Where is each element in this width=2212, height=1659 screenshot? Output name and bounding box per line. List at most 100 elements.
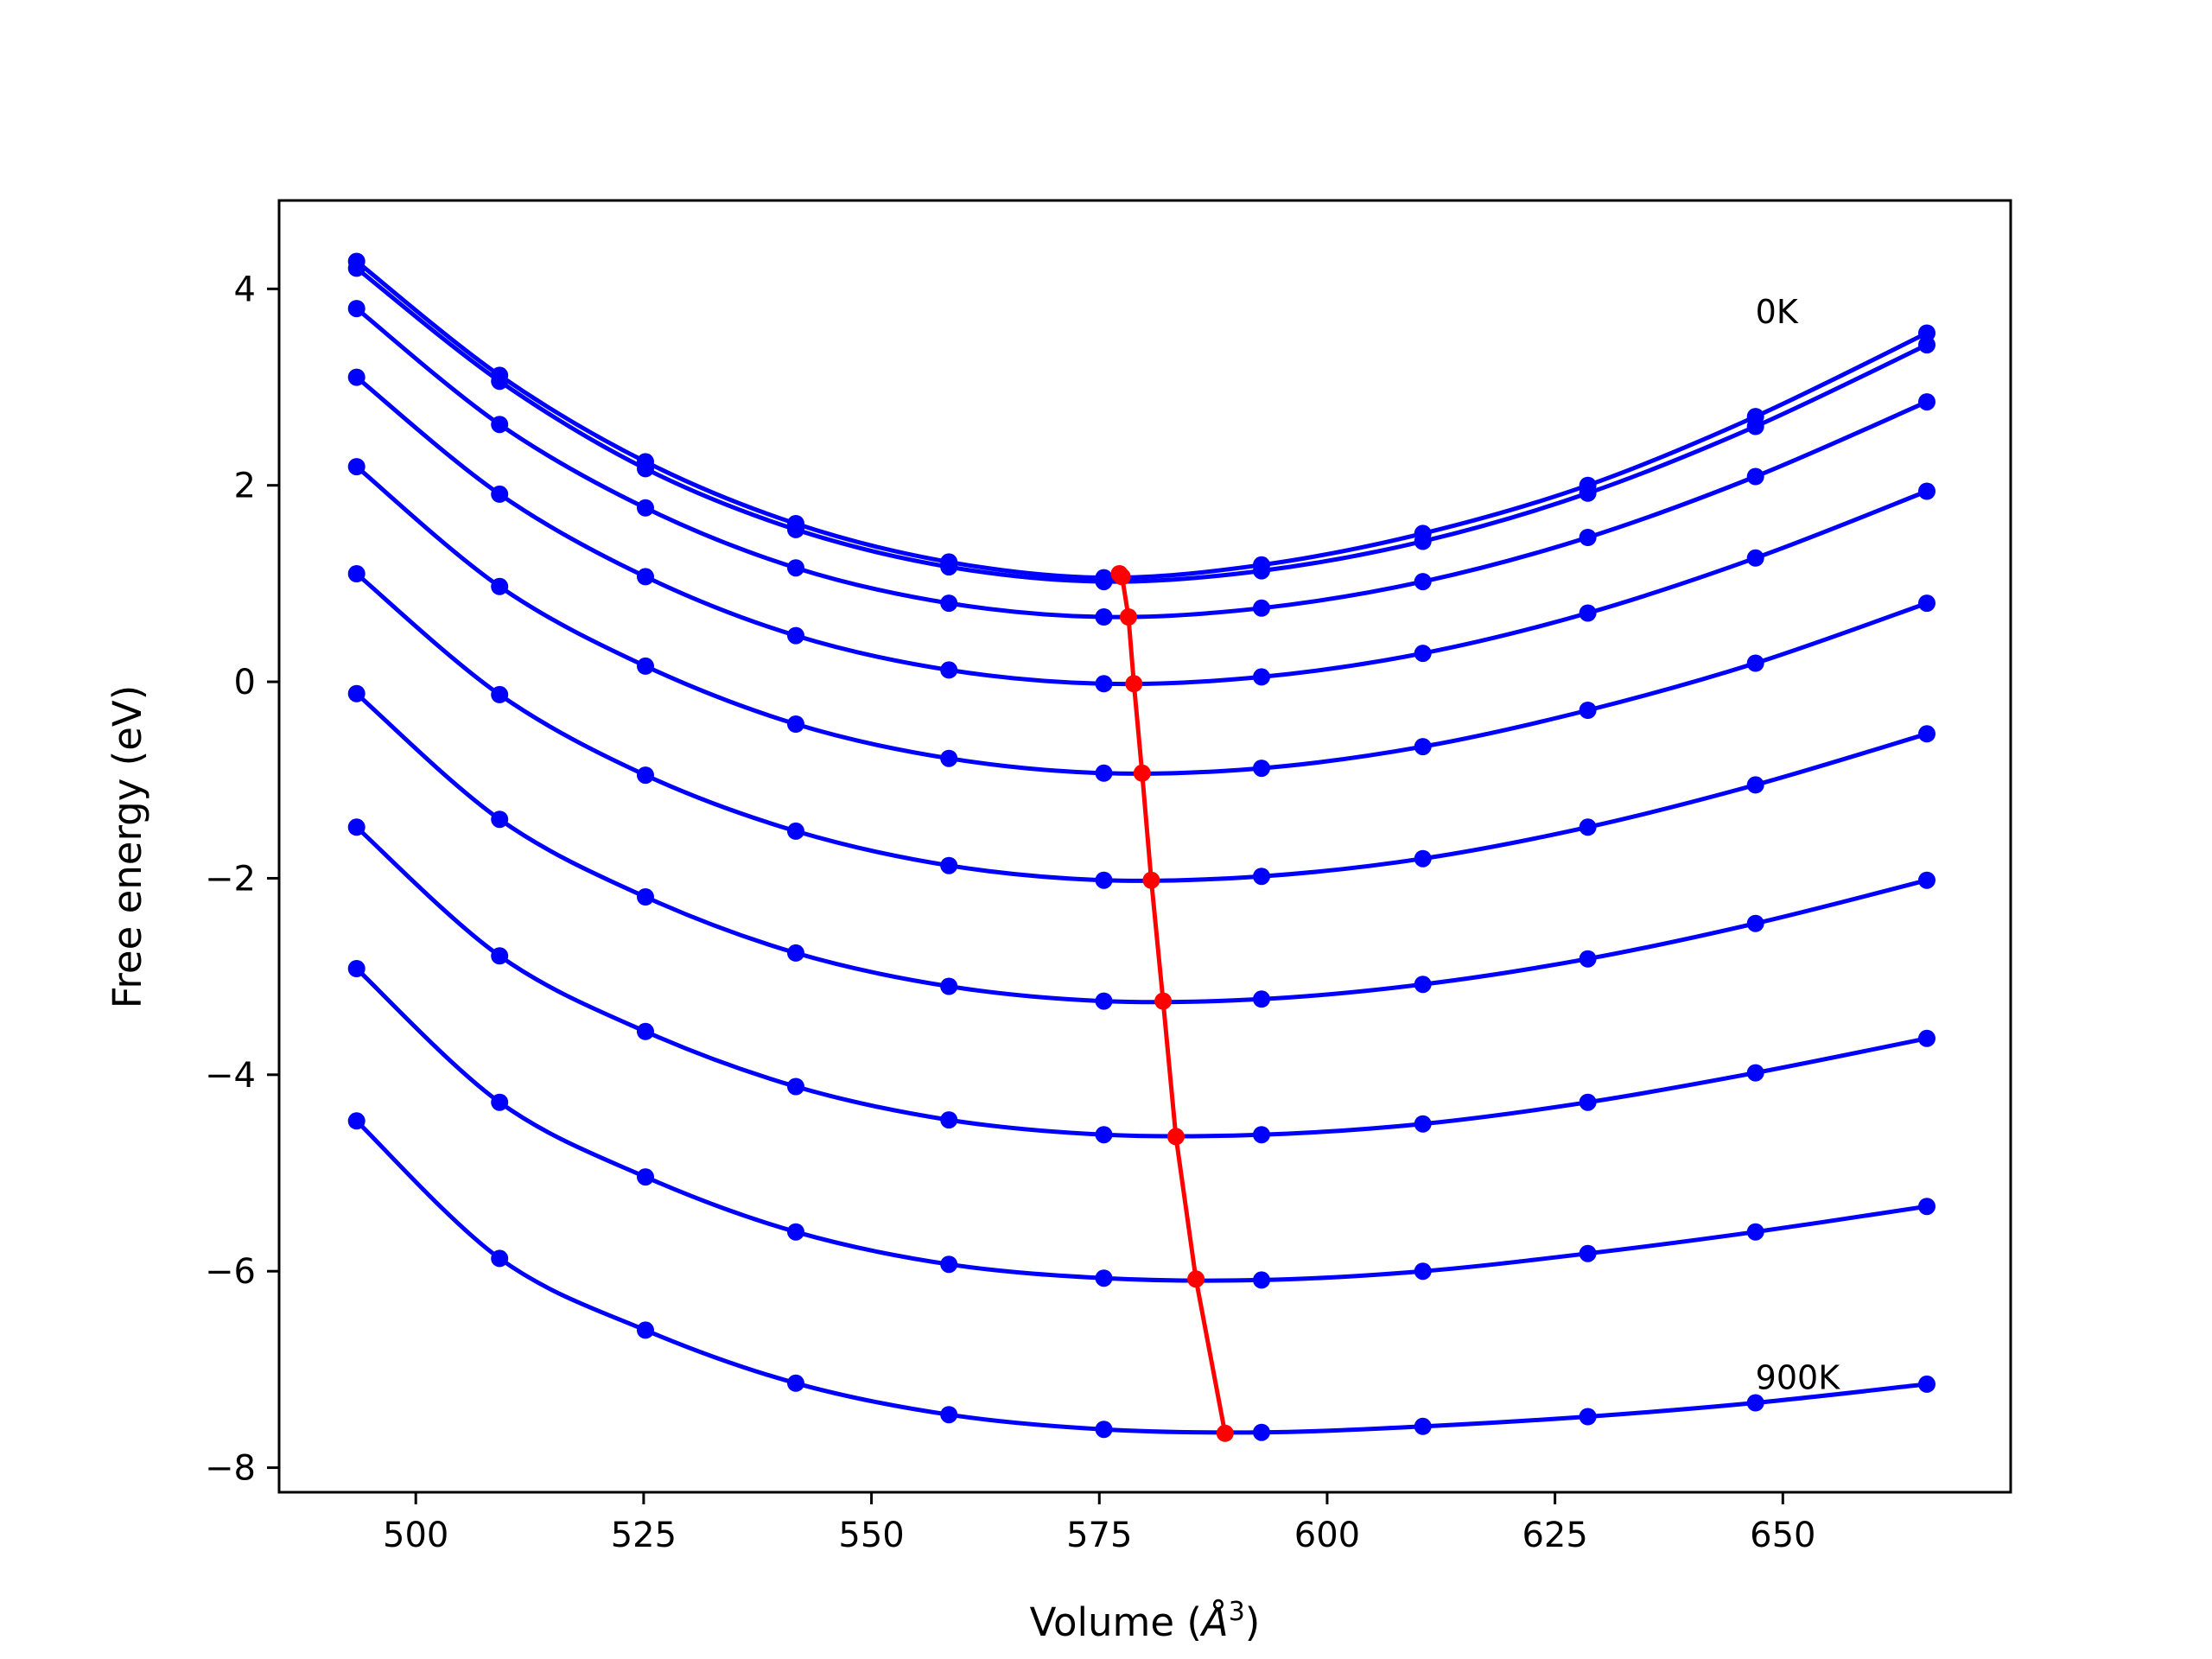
annotation-0: 0K [1756,293,1799,331]
energy-point-3-9 [1746,549,1764,567]
energy-point-8-10 [1918,1198,1936,1216]
minimum-point-4 [1133,764,1151,782]
energy-point-1-9 [1746,417,1764,435]
energy-point-5-10 [1918,725,1936,743]
energy-point-4-8 [1579,702,1597,719]
energy-point-1-6 [1253,562,1270,580]
energy-point-5-6 [1253,868,1270,886]
energy-point-8-7 [1414,1262,1432,1281]
energy-point-5-7 [1414,849,1432,868]
minimum-point-3 [1125,675,1143,693]
energy-point-5-3 [787,822,804,840]
energy-point-9-10 [1918,1375,1936,1393]
energy-point-5-4 [940,856,958,874]
energy-point-3-6 [1253,668,1270,686]
energy-point-8-5 [1095,1269,1113,1287]
energy-point-5-1 [491,685,509,703]
energy-point-1-7 [1414,532,1432,550]
energy-point-3-4 [940,661,958,679]
energy-point-7-3 [787,1077,804,1096]
minimum-point-9 [1216,1424,1234,1442]
energy-point-1-4 [940,558,958,576]
energy-point-1-10 [1918,336,1936,354]
curves-layer [347,252,1936,1441]
y-tick-label-4: 0 [234,663,256,702]
energy-point-2-10 [1918,393,1936,411]
energy-point-7-1 [491,947,509,965]
energy-point-2-3 [787,559,804,577]
energy-point-4-3 [787,715,804,733]
energy-point-6-3 [787,944,804,962]
energy-point-3-10 [1918,482,1936,500]
ticks-layer: 500 525 550 575 600 625 650 −8 −6 −4 −2 0 2 4 [205,270,1815,1555]
energy-point-7-6 [1253,1126,1270,1144]
energy-point-2-0 [347,300,365,318]
energy-point-3-8 [1579,604,1597,622]
energy-point-2-9 [1746,467,1764,486]
plot-frame [277,199,2012,1494]
x-tick-label-5: 625 [1522,1516,1587,1555]
energy-point-4-7 [1414,738,1432,756]
energy-point-9-8 [1579,1408,1597,1426]
y-tick-label-3: −2 [205,859,256,899]
energy-point-1-5 [1095,573,1113,591]
minimum-point-7 [1166,1128,1185,1146]
energy-point-4-0 [347,458,365,476]
energy-point-1-1 [491,372,509,391]
energy-point-8-9 [1746,1223,1764,1241]
energy-point-6-0 [347,684,365,702]
x-axis-label-suffix: ) [1245,1599,1261,1645]
energy-point-3-5 [1095,675,1113,693]
energy-point-7-8 [1579,1093,1597,1111]
energy-point-9-2 [637,1321,654,1339]
x-tick-label-1: 525 [611,1516,677,1555]
energy-point-6-6 [1253,990,1270,1008]
energy-point-2-4 [940,594,958,613]
energy-point-2-5 [1095,608,1113,626]
energy-point-6-1 [491,810,509,829]
annotations-layer: 0K 900K [1756,293,1841,1397]
energy-point-2-1 [491,416,509,434]
energy-point-4-6 [1253,760,1270,778]
energy-point-8-2 [637,1168,654,1186]
energy-point-6-4 [940,977,958,995]
annotation-1: 900K [1756,1359,1841,1397]
x-tick-label-6: 650 [1750,1516,1815,1555]
energy-point-7-4 [940,1111,958,1129]
energy-point-1-0 [347,259,365,277]
energy-point-7-5 [1095,1126,1113,1144]
x-tick-label-0: 500 [383,1516,448,1555]
energy-point-4-1 [491,577,509,595]
energy-point-3-7 [1414,645,1432,663]
energy-point-2-6 [1253,599,1270,617]
energy-point-6-2 [637,888,654,906]
x-axis-label: Volume (Å3) [1030,1597,1261,1645]
minimum-point-5 [1142,871,1160,889]
energy-point-1-2 [637,460,654,478]
y-tick-label-2: −4 [205,1056,256,1096]
energy-point-4-9 [1746,654,1764,672]
y-tick-label-0: −8 [205,1449,256,1489]
energy-point-5-2 [637,766,654,785]
energy-point-9-1 [491,1249,509,1268]
x-tick-label-4: 600 [1294,1516,1360,1555]
x-axis-label-exponent: 3 [1229,1597,1245,1627]
energy-point-6-5 [1095,992,1113,1010]
energy-point-8-4 [940,1255,958,1274]
minimum-point-6 [1154,992,1173,1010]
energy-point-6-9 [1746,914,1764,932]
y-tick-label-6: 4 [234,270,256,309]
energy-point-9-6 [1253,1423,1270,1441]
minima-line [1117,572,1228,1434]
energy-point-3-3 [787,626,804,645]
y-tick-label-5: 2 [234,467,256,506]
energy-point-4-5 [1095,764,1113,782]
energy-point-9-7 [1414,1417,1432,1435]
energy-point-9-4 [940,1406,958,1424]
energy-point-3-0 [347,368,365,386]
x-axis-label-prefix: Volume ( [1030,1599,1202,1645]
energy-point-9-9 [1746,1394,1764,1412]
energy-point-9-3 [787,1374,804,1392]
energy-point-9-0 [347,1112,365,1130]
